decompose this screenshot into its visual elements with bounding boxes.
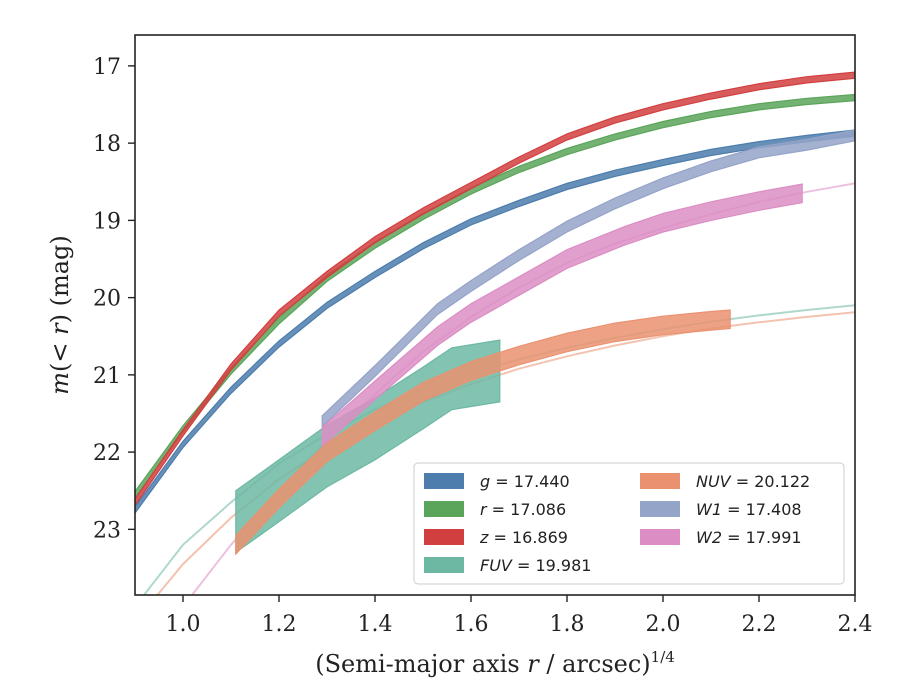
x-axis-title: (Semi-major axis r / arcsec)1/4	[315, 648, 675, 678]
legend: g = 17.440 r = 17.086 z = 16.869 FUV = 19.9…	[413, 462, 845, 585]
x-tick-label: 2.4	[838, 612, 873, 637]
x-tick-label: 1.8	[550, 612, 585, 637]
x-tick-label: 1.2	[262, 612, 297, 637]
y-axis-title: m(< r) (mag)	[46, 235, 74, 395]
y-tick-label: 21	[93, 364, 121, 389]
legend-label-r: r = 17.086	[480, 500, 566, 519]
y-axis-ticks: 17 18 19 20 21 22 23	[93, 55, 135, 543]
plot-frame	[134, 34, 856, 596]
legend-label-fuv: FUV = 19.981	[480, 556, 591, 575]
y-tick-label: 20	[93, 287, 121, 312]
legend-swatch-nuv	[640, 473, 680, 489]
y-tick-label: 22	[93, 441, 121, 466]
x-tick-label: 2.0	[646, 612, 681, 637]
legend-swatch-w1	[640, 501, 680, 517]
band-z	[135, 71, 855, 507]
data-bands	[135, 71, 855, 556]
x-tick-label: 2.2	[742, 612, 777, 637]
legend-swatch-z	[424, 529, 464, 545]
y-tick-label: 17	[93, 55, 121, 80]
band-g	[135, 129, 855, 515]
x-tick-label: 1.6	[454, 612, 489, 637]
legend-swatch-w2	[640, 529, 680, 545]
legend-label-w1: W1 = 17.408	[696, 500, 802, 519]
band-w1	[321, 129, 855, 428]
legend-label-w2: W2 = 17.991	[696, 528, 802, 547]
legend-label-g: g = 17.440	[480, 472, 570, 491]
x-tick-label: 1.4	[358, 612, 393, 637]
legend-frame	[413, 462, 845, 585]
x-axis-ticks: 1.0 1.2 1.4 1.6 1.8 2.0 2.2 2.4	[166, 595, 873, 637]
x-tick-label: 1.0	[166, 612, 201, 637]
band-nuv	[235, 309, 731, 556]
y-tick-label: 23	[93, 518, 121, 543]
legend-label-nuv: NUV = 20.122	[696, 472, 810, 491]
legend-swatch-r	[424, 501, 464, 517]
legend-label-z: z = 16.869	[479, 528, 568, 547]
legend-swatch-g	[424, 473, 464, 489]
band-w2	[321, 183, 803, 448]
y-tick-label: 19	[93, 209, 121, 234]
y-tick-label: 18	[93, 132, 121, 157]
legend-swatch-fuv	[424, 557, 464, 573]
